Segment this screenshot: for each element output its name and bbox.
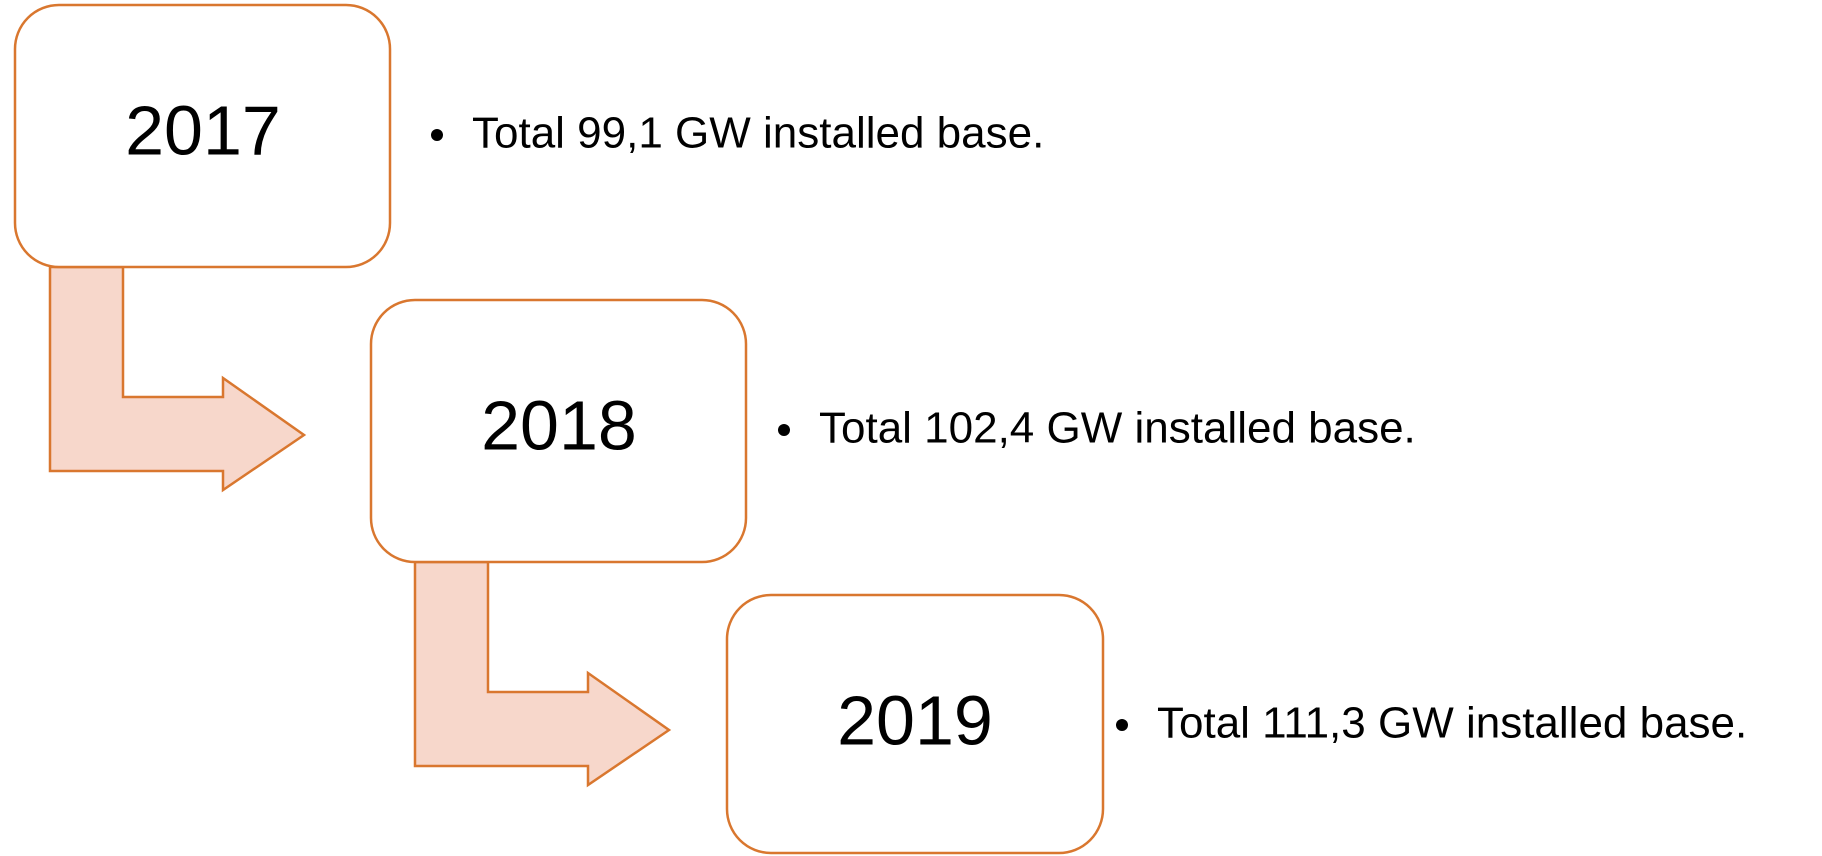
bullet: [431, 129, 443, 141]
description: Total 111,3 GW installed base.: [1157, 699, 1747, 748]
bullet: [778, 424, 790, 436]
year-label: 2019: [837, 681, 993, 759]
year-label: 2018: [481, 386, 637, 464]
description: Total 102,4 GW installed base.: [819, 404, 1416, 453]
bent-arrow: [413, 560, 672, 788]
bent-arrow: [48, 265, 307, 493]
year-label: 2017: [125, 91, 281, 169]
bullet: [1116, 719, 1128, 731]
year-box: [13, 3, 392, 269]
year-box: [725, 593, 1105, 855]
year-box: [369, 298, 748, 564]
description: Total 99,1 GW installed base.: [472, 109, 1044, 158]
